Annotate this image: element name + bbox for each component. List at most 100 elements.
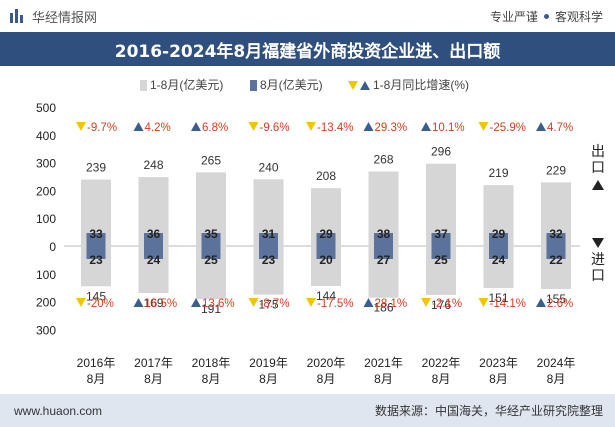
x-tick-label-month: 8月 xyxy=(374,372,393,386)
import-growth-label: -2.1% xyxy=(432,298,462,310)
legend-month-swatch xyxy=(250,80,257,91)
export-growth-label: 6.8% xyxy=(202,122,228,134)
import-ytd-label: 144 xyxy=(316,289,336,303)
export-month-bar xyxy=(374,233,393,246)
x-tick-label-year: 2021年 xyxy=(364,356,403,370)
x-tick-label-month: 8月 xyxy=(432,372,451,386)
export-ytd-label: 229 xyxy=(546,163,566,177)
export-ytd-label: 248 xyxy=(143,158,163,172)
import-month-bar xyxy=(546,246,566,259)
import-month-label: 23 xyxy=(262,253,276,267)
chart: 1-8月(亿美元) 8月(亿美元) 1-8月同比增速(%)5004003002001… xyxy=(36,77,605,386)
side-label-down-arrow-icon xyxy=(592,238,604,248)
legend-up-triangle-icon xyxy=(360,81,370,90)
import-growth-up-triangle-icon xyxy=(133,298,144,307)
import-month-bar xyxy=(489,246,508,259)
x-tick-label-year: 2022年 xyxy=(422,356,461,370)
import-growth-down-triangle-icon xyxy=(248,298,259,307)
import-month-bar xyxy=(374,246,393,259)
export-month-label: 31 xyxy=(262,227,276,241)
export-month-label: 29 xyxy=(492,227,506,241)
export-month-label: 38 xyxy=(377,227,391,241)
side-label-import-char: 进 xyxy=(591,251,605,267)
chart-title: 2016-2024年8月福建省外商投资企业进、出口额 xyxy=(0,32,615,66)
import-ytd-label: 169 xyxy=(143,296,163,310)
y-tick-label: 200 xyxy=(36,296,56,310)
import-growth-label: -17.5% xyxy=(317,298,353,310)
x-tick-label-month: 8月 xyxy=(202,372,221,386)
side-label-export-char: 口 xyxy=(591,159,605,175)
import-month-label: 22 xyxy=(549,253,563,267)
export-month-label: 33 xyxy=(89,227,103,241)
export-month-bar xyxy=(431,233,451,246)
side-label-export-char: 出 xyxy=(591,143,605,159)
export-month-bar xyxy=(144,233,163,246)
legend-ytd-label: 1-8月(亿美元) xyxy=(150,77,223,92)
import-month-bar xyxy=(201,246,221,259)
export-growth-up-triangle-icon xyxy=(421,122,431,131)
brand-name: 华经情报网 xyxy=(32,9,98,25)
import-ytd-label: 145 xyxy=(86,289,106,303)
y-tick-label: 200 xyxy=(36,184,56,198)
export-ytd-label: 268 xyxy=(373,152,393,166)
x-tick-label-year: 2023年 xyxy=(479,356,518,370)
export-growth-down-triangle-icon xyxy=(478,122,489,131)
import-growth-up-triangle-icon xyxy=(536,298,546,307)
legend-down-triangle-icon xyxy=(348,81,358,90)
export-growth-up-triangle-icon xyxy=(363,122,374,131)
import-month-bar xyxy=(431,246,451,259)
import-growth-up-triangle-icon xyxy=(191,298,201,307)
y-tick-label: 0 xyxy=(49,240,56,254)
import-growth-down-triangle-icon xyxy=(478,298,489,307)
export-growth-up-triangle-icon xyxy=(536,122,546,131)
import-growth-down-triangle-icon xyxy=(76,298,86,307)
import-growth-label: 13.6% xyxy=(202,298,235,310)
x-tick-label-year: 2016年 xyxy=(77,356,116,370)
export-growth-up-triangle-icon xyxy=(133,122,144,131)
export-ytd-bar xyxy=(426,163,456,246)
brand: 华经情报网 xyxy=(10,7,97,26)
x-tick-label-month: 8月 xyxy=(87,372,106,386)
export-growth-down-triangle-icon xyxy=(76,122,86,131)
export-month-bar xyxy=(86,233,106,246)
tagline-dot-icon xyxy=(543,13,549,19)
export-growth-label: -25.9% xyxy=(490,122,526,134)
footer-url: www.huaon.com xyxy=(14,403,103,418)
export-growth-label: 4.7% xyxy=(547,122,573,134)
y-tick-label: 300 xyxy=(36,323,56,337)
export-ytd-label: 240 xyxy=(258,160,278,174)
y-tick-label: 100 xyxy=(36,268,56,282)
import-ytd-label: 155 xyxy=(546,292,566,306)
export-growth-label: 10.1% xyxy=(432,122,465,134)
import-growth-label: -20% xyxy=(87,298,114,310)
import-growth-label: 16.5% xyxy=(145,298,178,310)
x-tick-label-month: 8月 xyxy=(259,372,278,386)
export-month-label: 37 xyxy=(434,227,448,241)
import-growth-down-triangle-icon xyxy=(306,298,316,307)
import-growth-label: 2.6% xyxy=(547,298,573,310)
export-month-bar xyxy=(316,233,336,246)
import-month-bar xyxy=(144,246,163,259)
export-growth-label: 4.2% xyxy=(145,122,171,134)
export-growth-up-triangle-icon xyxy=(191,122,201,131)
export-ytd-label: 208 xyxy=(316,169,336,183)
x-tick-label-month: 8月 xyxy=(547,372,566,386)
export-ytd-label: 239 xyxy=(86,161,106,175)
import-ytd-label: 191 xyxy=(201,302,221,316)
import-ytd-label: 176 xyxy=(431,298,451,312)
top-bar: 华经情报网 专业严谨 客观科学 xyxy=(0,0,615,32)
x-tick-label-year: 2020年 xyxy=(307,356,346,370)
import-ytd-label: 186 xyxy=(373,301,393,315)
import-month-label: 20 xyxy=(319,253,333,267)
export-growth-label: -9.7% xyxy=(87,122,117,134)
export-growth-label: -13.4% xyxy=(317,122,353,134)
import-month-bar xyxy=(259,246,278,259)
x-tick-label-month: 8月 xyxy=(144,372,163,386)
import-growth-label: -14.1% xyxy=(490,298,526,310)
export-growth-down-triangle-icon xyxy=(306,122,316,131)
import-month-label: 23 xyxy=(89,253,103,267)
legend-ytd-swatch xyxy=(140,80,147,91)
tagline: 专业严谨 客观科学 xyxy=(490,8,603,25)
y-tick-label: 400 xyxy=(36,129,56,143)
legend-growth-label: 1-8月同比增速(%) xyxy=(373,78,469,92)
